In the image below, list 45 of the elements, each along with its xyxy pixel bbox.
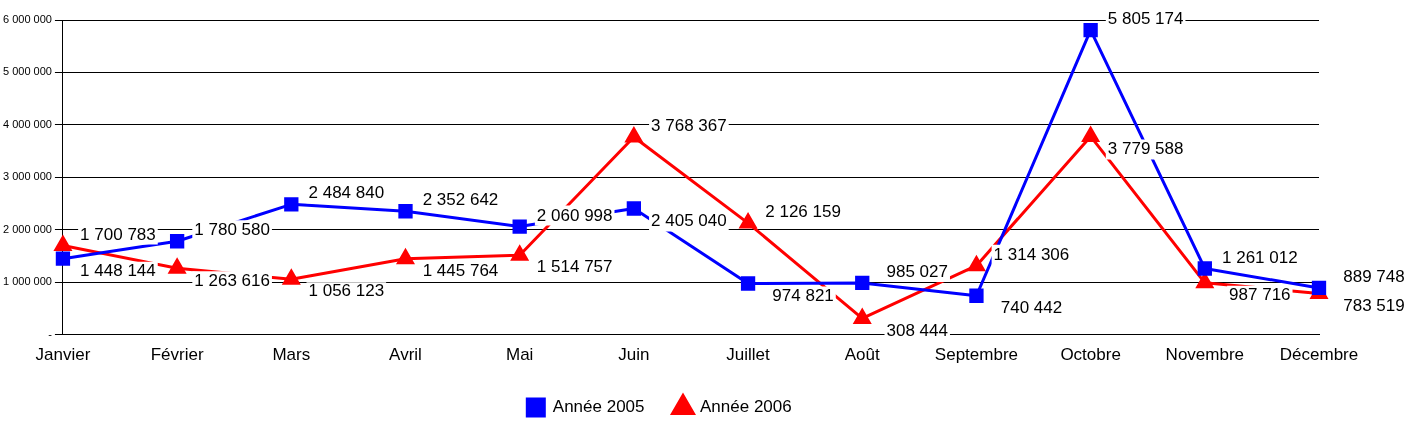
data-label: 2 405 040 xyxy=(651,210,727,230)
data-label: 2 484 840 xyxy=(308,183,385,203)
data-label: 1 780 580 xyxy=(194,220,270,240)
y-tick-label: 1 000 000 xyxy=(3,275,52,288)
x-tick-label: Août xyxy=(844,345,881,365)
x-tick-label: Avril xyxy=(389,345,422,365)
x-tick-label: Novembre xyxy=(1165,345,1245,365)
data-label: 2 352 642 xyxy=(422,190,499,210)
data-label: 1 445 764 xyxy=(422,260,499,280)
y-tick-label: 6 000 000 xyxy=(3,13,52,26)
data-label: 1 514 757 xyxy=(536,257,613,277)
y-tick-label: 5 000 000 xyxy=(3,65,52,78)
data-label: 974 821 xyxy=(772,285,834,305)
y-tick-label: - xyxy=(48,327,53,340)
data-label: 1 263 616 xyxy=(194,270,270,290)
y-tick-label: 4 000 000 xyxy=(3,117,52,130)
legend-label: Année 2006 xyxy=(700,397,792,417)
x-tick-label: Septembre xyxy=(934,345,1019,365)
x-tick-label: Octobre xyxy=(1060,345,1121,365)
data-label: 1 448 144 xyxy=(80,260,156,280)
data-label: 1 700 783 xyxy=(80,224,156,244)
x-tick-label: Mars xyxy=(272,345,311,365)
y-tick-label: 3 000 000 xyxy=(3,170,52,183)
data-label: 889 748 xyxy=(1343,267,1405,287)
data-label: 1 314 306 xyxy=(993,244,1070,264)
x-tick-label: Décembre xyxy=(1279,345,1359,365)
x-tick-label: Février xyxy=(150,345,204,365)
x-tick-label: Mai xyxy=(505,345,534,365)
data-label: 783 519 xyxy=(1343,295,1405,315)
data-label: 3 768 367 xyxy=(651,116,727,136)
y-tick-label: 2 000 000 xyxy=(3,222,52,235)
x-tick-label: Juillet xyxy=(726,345,771,365)
data-label: 308 444 xyxy=(886,320,948,340)
data-label: 740 442 xyxy=(1000,297,1063,317)
x-tick-label: Janvier xyxy=(35,345,91,365)
data-label: 985 027 xyxy=(886,262,948,282)
data-label: 2 060 998 xyxy=(536,205,613,225)
data-label: 2 126 159 xyxy=(765,202,841,222)
data-label: 1 056 123 xyxy=(308,281,385,301)
x-tick-label: Juin xyxy=(618,345,650,365)
data-label: 1 261 012 xyxy=(1221,247,1298,267)
data-label: 5 805 174 xyxy=(1107,9,1184,29)
data-label: 987 716 xyxy=(1229,285,1291,304)
legend-label: Année 2005 xyxy=(552,397,645,417)
data-label: 3 779 588 xyxy=(1107,138,1184,158)
